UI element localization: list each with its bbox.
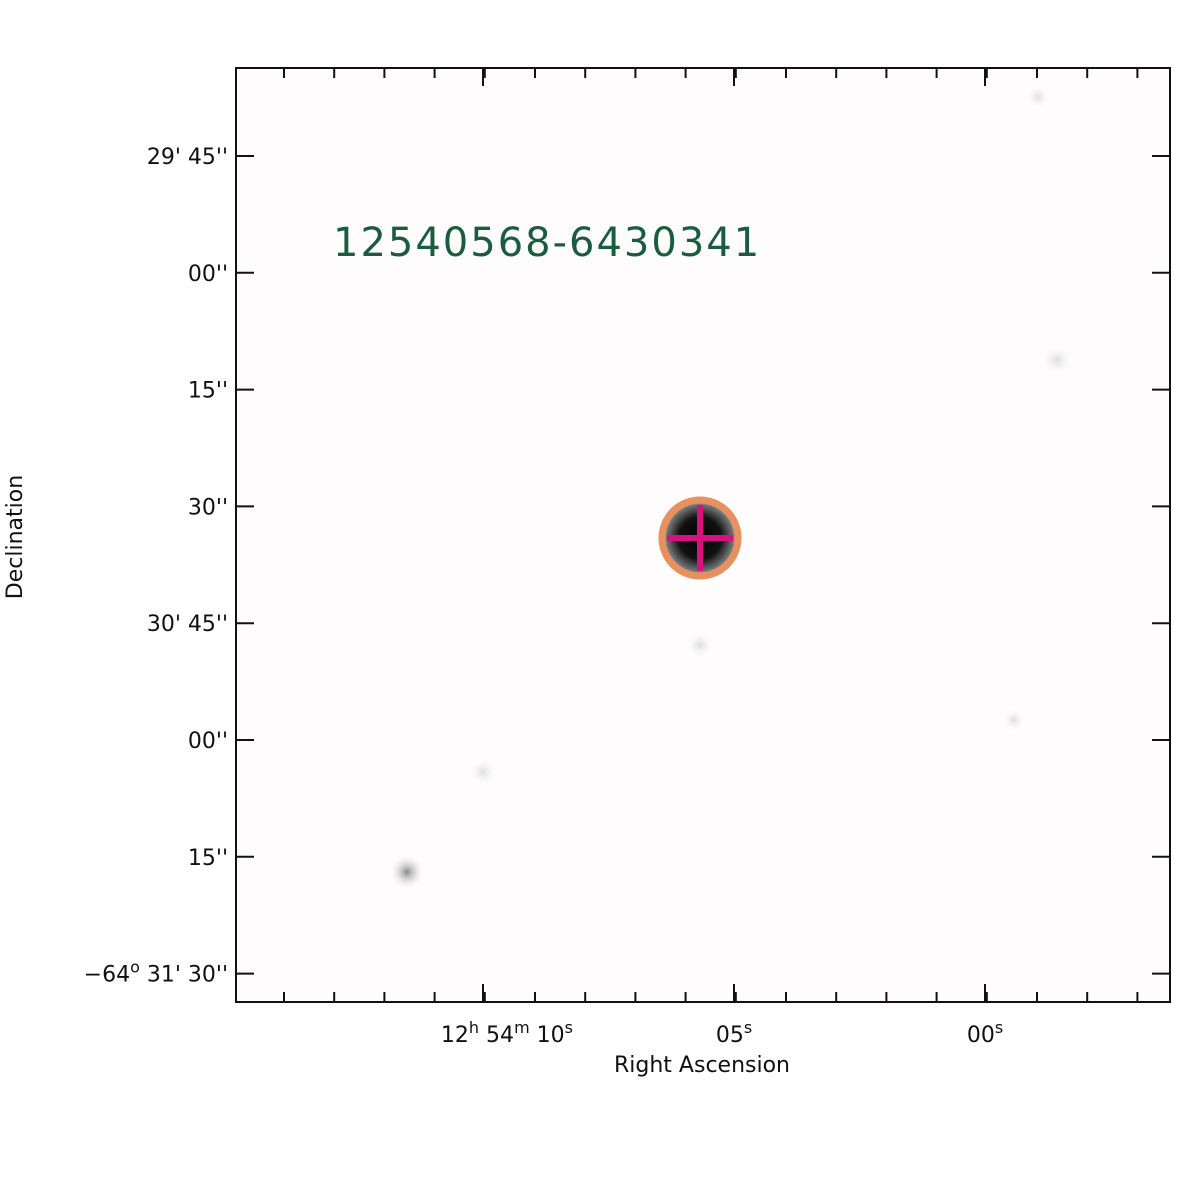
tick-label-sup: h — [469, 1018, 479, 1037]
tick-label-part: 30'' — [188, 495, 228, 520]
star — [1026, 85, 1050, 109]
tick-label: 12h 54m 10s — [441, 1018, 573, 1049]
tick-label: 00'' — [188, 729, 228, 754]
tick-label: 15'' — [188, 379, 228, 404]
tick-label-part: 00'' — [188, 262, 228, 287]
tick-label-part: 10 — [530, 1023, 565, 1048]
tick-label: 30'' — [188, 495, 228, 520]
tick-label: 15'' — [188, 846, 228, 871]
x-axis-title: Right Ascension — [614, 1053, 790, 1078]
tick-label: 29' 45'' — [147, 145, 228, 170]
tick-label-part: 00 — [967, 1023, 995, 1048]
star — [389, 854, 425, 890]
tick-label-part: 54 — [479, 1023, 514, 1048]
star — [686, 631, 714, 659]
tick-label-sup: s — [744, 1018, 752, 1037]
tick-label: 00'' — [188, 262, 228, 287]
tick-label: −64o 31' 30'' — [84, 957, 228, 988]
tick-label-part: 30' 45'' — [147, 612, 228, 637]
star — [1002, 708, 1026, 732]
tick-label: 30' 45'' — [147, 612, 228, 637]
tick-label-sup: o — [130, 957, 140, 976]
tick-label-part: 05 — [716, 1023, 744, 1048]
tick-label-part: −64 — [84, 963, 130, 988]
source-label: 12540568-6430341 — [333, 220, 761, 266]
star — [469, 758, 497, 786]
tick-label: 05s — [716, 1018, 752, 1049]
tick-label-sup: s — [565, 1018, 573, 1037]
frame — [235, 67, 1171, 1003]
tick-label-sup: s — [995, 1018, 1003, 1037]
target-circle — [658, 496, 742, 580]
tick-label-part: 15'' — [188, 379, 228, 404]
tick-label-part: 15'' — [188, 846, 228, 871]
star — [1041, 344, 1073, 376]
tick-label-part: 12 — [441, 1023, 469, 1048]
tick-label-sup: m — [514, 1018, 530, 1037]
tick-label-part: 00'' — [188, 729, 228, 754]
tick-label: 00s — [967, 1018, 1003, 1049]
sky-image — [236, 68, 1170, 1002]
tick-label-part: 29' 45'' — [147, 145, 228, 170]
y-axis-title: Declination — [3, 475, 28, 599]
tick-label-part: 31' 30'' — [140, 963, 228, 988]
